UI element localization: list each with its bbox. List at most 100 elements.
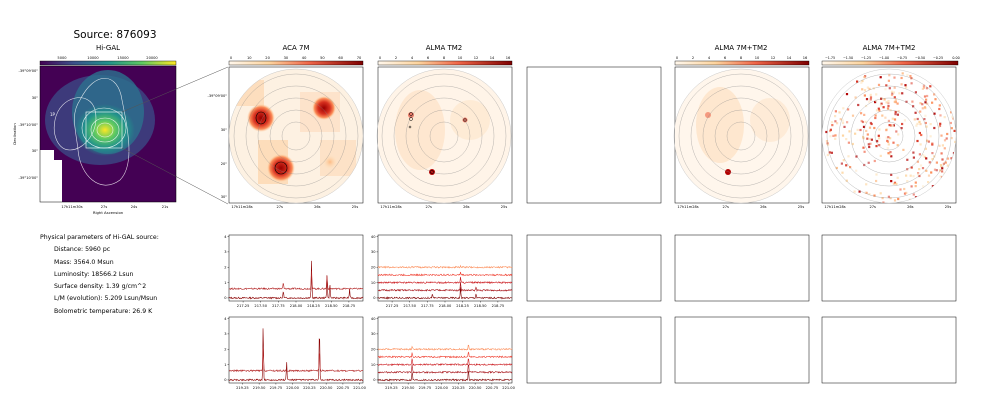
aca7m-ra-ticks: 17h11m28s 27s 26s 25s	[231, 205, 358, 209]
empty-spectrum-panels	[526, 234, 957, 384]
combo2-colorbar	[821, 60, 959, 66]
higal-dec-tick: -39°09'00"	[19, 69, 39, 73]
higal-ra-tick: 21s	[162, 205, 169, 209]
aca7m-cbar-tick: 60	[338, 56, 343, 60]
spectrum-series-line	[377, 364, 513, 374]
combo2-title: ALMA 7M+TM2	[863, 44, 916, 52]
spectrum-series-line	[377, 370, 513, 382]
aca7m-image	[229, 69, 363, 203]
aca7m-cbar-tick: 50	[320, 56, 325, 60]
spectrum-x-tick: 221.00	[353, 386, 366, 390]
higal-image	[40, 66, 176, 202]
combo2-cbar-tick: −0.50	[915, 56, 925, 60]
spectrum-y-tick: 0	[224, 296, 227, 300]
spectrum-y-tick: 2	[224, 348, 226, 352]
almatm2-cbar-tick: 2	[395, 56, 397, 60]
combo1-image	[675, 69, 808, 203]
combo2-colorbar-ticks: −1.75 −1.50 −1.25 −1.00 −0.75 −0.50 −0.25 0.00	[825, 56, 960, 60]
spectrum-y-tick: 40	[371, 317, 376, 321]
spectrum-x-tick: 220.75	[337, 386, 350, 390]
spectrum-y-tick: 0	[373, 296, 376, 300]
spectrum-series-line	[228, 271, 364, 291]
almatm2-cbar-tick: 0	[379, 56, 382, 60]
combo1-colorbar-ticks: 0 2 4 6 8 10 12 14 16	[676, 56, 808, 60]
page-title: Source: 876093	[73, 29, 156, 41]
combo2-cbar-tick: −0.75	[897, 56, 907, 60]
spectrum-x-tick: 220.75	[486, 386, 499, 390]
spectrum-frame	[228, 316, 364, 384]
spectrum-y-tick: 10	[371, 281, 376, 285]
empty-spectrum-box	[674, 316, 810, 384]
aca7m-ra-tick: 26s	[314, 205, 321, 209]
higal-ra-tick: 24s	[131, 205, 138, 209]
spectrum-x-tick: 220.00	[286, 386, 299, 390]
combo2-ra-tick: 25s	[945, 205, 952, 209]
spectrum-x-tick: 219.50	[402, 386, 415, 390]
higal-ra-tick: 17h11m30s	[61, 205, 82, 209]
spectrum-x-tick: 221.00	[502, 386, 515, 390]
almatm2-cbar-tick: 4	[411, 56, 414, 60]
spectrum-series-line	[377, 286, 513, 300]
almatm2-image	[378, 69, 511, 203]
higal-ra-tick: 27s	[101, 205, 108, 209]
spectrum-series-line	[377, 271, 513, 277]
almatm2-cbar-tick: 10	[458, 56, 463, 60]
spectrum-x-tick: 218.50	[325, 304, 338, 308]
higal-ylabel: Declination	[12, 123, 17, 145]
combo1-cbar-tick: 10	[755, 56, 760, 60]
combo1-cbar-tick: 12	[771, 56, 776, 60]
spectrum-series-line	[228, 328, 364, 382]
aca7m-colorbar-ticks: 0 10 20 30 40 50 60 70	[230, 56, 362, 60]
combo2-ra-tick: 27s	[869, 205, 876, 209]
aca7m-dec-tick: 30"	[221, 128, 228, 132]
combo2-cbar-tick: −1.25	[861, 56, 871, 60]
params-heading: Physical parameters of Hi-GAL source:	[40, 234, 159, 241]
almatm2-colorbar	[377, 60, 513, 66]
higal-dec-tick: -39°10'00"	[19, 123, 39, 127]
aca7m-colorbar	[228, 60, 364, 66]
param-tbol: Bolometric temperature: 26.9 K	[54, 307, 153, 315]
empty-spectrum-box	[821, 234, 957, 302]
combo2-cbar-tick: −1.50	[843, 56, 853, 60]
spectrum-y-tick: 30	[371, 332, 376, 336]
almatm2-ra-tick: 25s	[501, 205, 508, 209]
param-surface-density: Surface density: 1.39 g/cm^2	[54, 283, 147, 291]
aca7m-ra-tick: 25s	[352, 205, 359, 209]
spectrum-series-line	[228, 260, 364, 300]
almatm2-ra-tick: 17h11m28s	[380, 205, 401, 209]
aca7m-dec-ticks: -39°09'00" 30" 20" 30"	[208, 94, 228, 199]
combo1-ra-tick: 26s	[760, 205, 767, 209]
higal-ra-ticks: 17h11m30s 27s 24s 21s	[61, 205, 168, 209]
spectrum-y-tick: 2	[224, 266, 226, 270]
aca7m-cbar-tick: 10	[247, 56, 252, 60]
almatm2-ra-tick: 27s	[425, 205, 432, 209]
almatm2-cbar-tick: 12	[474, 56, 479, 60]
almatm2-cbar-tick: 16	[506, 56, 511, 60]
spectrum-y-tick: 20	[371, 266, 376, 270]
higal-panel: Hi-GAL 5000 10000 15000 20000 1P	[12, 44, 229, 215]
aca7m-cbar-tick: 30	[284, 56, 289, 60]
combo2-cbar-tick: 0.00	[952, 56, 959, 60]
combo1-cbar-tick: 4	[708, 56, 711, 60]
aca7m-dec-tick: 20"	[221, 162, 228, 166]
spectrum-x-tick: 218.00	[439, 304, 452, 308]
spectrum-x-tick: 218.75	[343, 304, 356, 308]
spectrum-x-tick: 217.75	[421, 304, 434, 308]
higal-colorbar	[39, 60, 177, 66]
almatm2-cbar-tick: 8	[443, 56, 446, 60]
spectrum-x-tick: 217.25	[386, 304, 399, 308]
param-mass: Mass: 3564.0 Msun	[54, 258, 114, 266]
almatm2-cbar-tick: 6	[427, 56, 430, 60]
aca7m-dec-tick: -39°09'00"	[208, 94, 228, 98]
combo2-image	[822, 69, 956, 203]
combo1-ra-ticks: 17h11m28s 27s 26s 25s	[677, 205, 804, 209]
spectrum-x-tick: 219.25	[385, 386, 398, 390]
spectrum-x-tick: 220.50	[469, 386, 482, 390]
combo1-cbar-tick: 0	[676, 56, 679, 60]
spectrum-series-line	[377, 351, 513, 359]
higal-cbar-tick: 15000	[117, 56, 129, 60]
spectrum-x-tick: 217.75	[272, 304, 285, 308]
spectrum-y-tick: 30	[371, 250, 376, 254]
spectrum-x-tick: 220.25	[452, 386, 465, 390]
aca7m-ra-tick: 27s	[276, 205, 283, 209]
